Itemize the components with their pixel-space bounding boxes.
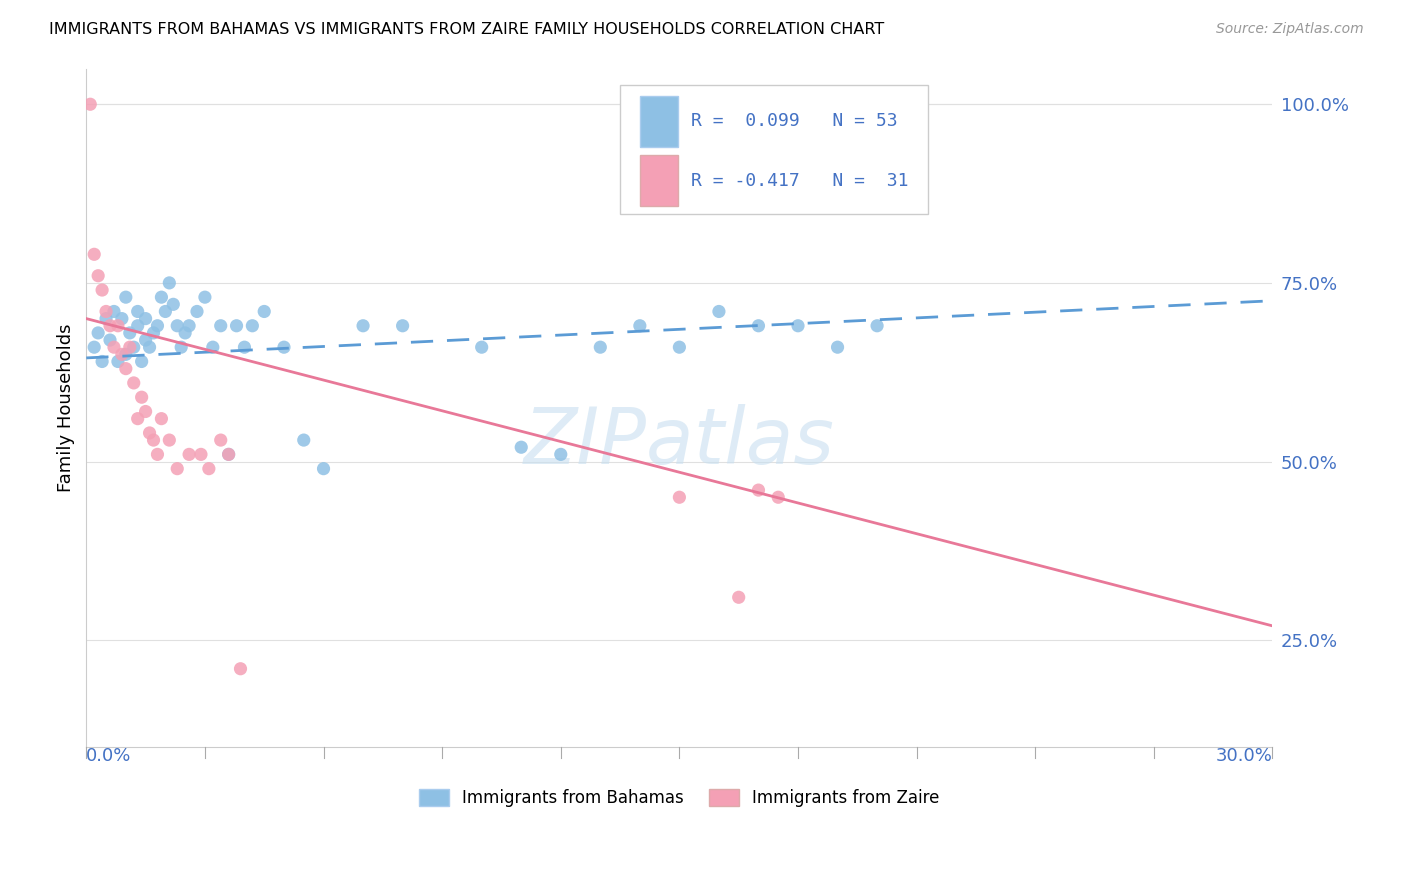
- Point: [391, 318, 413, 333]
- Point: [118, 340, 141, 354]
- Point: [131, 390, 153, 404]
- FancyBboxPatch shape: [620, 86, 928, 214]
- Point: [312, 461, 335, 475]
- Point: [166, 318, 188, 333]
- Point: [229, 662, 252, 676]
- Point: [87, 326, 110, 340]
- Point: [218, 447, 240, 461]
- Point: [131, 354, 153, 368]
- Point: [201, 340, 224, 354]
- Point: [127, 304, 149, 318]
- Point: [122, 376, 145, 390]
- Point: [122, 340, 145, 354]
- Point: [292, 433, 315, 447]
- Point: [233, 340, 256, 354]
- Point: [550, 447, 572, 461]
- Point: [150, 290, 173, 304]
- Text: R =  0.099   N = 53: R = 0.099 N = 53: [692, 112, 898, 130]
- Point: [142, 326, 165, 340]
- Point: [114, 347, 136, 361]
- Point: [118, 326, 141, 340]
- Point: [98, 333, 121, 347]
- Point: [107, 318, 129, 333]
- Point: [747, 318, 769, 333]
- Point: [91, 354, 114, 368]
- Point: [103, 304, 125, 318]
- Point: [166, 461, 188, 475]
- Point: [352, 318, 374, 333]
- Point: [174, 326, 197, 340]
- Point: [87, 268, 110, 283]
- Point: [589, 340, 612, 354]
- Point: [146, 447, 169, 461]
- Point: [146, 318, 169, 333]
- Point: [135, 404, 157, 418]
- Text: Source: ZipAtlas.com: Source: ZipAtlas.com: [1216, 22, 1364, 37]
- Point: [111, 311, 134, 326]
- Point: [94, 304, 117, 318]
- Point: [107, 354, 129, 368]
- Point: [142, 433, 165, 447]
- Point: [127, 318, 149, 333]
- Point: [218, 447, 240, 461]
- Y-axis label: Family Households: Family Households: [58, 324, 75, 492]
- Point: [273, 340, 295, 354]
- Point: [111, 347, 134, 361]
- Point: [157, 433, 180, 447]
- Point: [127, 411, 149, 425]
- Point: [707, 304, 730, 318]
- Point: [747, 483, 769, 497]
- Point: [114, 361, 136, 376]
- Point: [157, 276, 180, 290]
- Point: [209, 433, 232, 447]
- Point: [190, 447, 212, 461]
- Point: [135, 311, 157, 326]
- Point: [727, 591, 749, 605]
- Point: [114, 290, 136, 304]
- Point: [79, 97, 101, 112]
- Text: ZIPatlas: ZIPatlas: [524, 404, 835, 480]
- Point: [94, 311, 117, 326]
- Text: R = -0.417   N =  31: R = -0.417 N = 31: [692, 171, 908, 189]
- Point: [668, 490, 690, 504]
- Point: [866, 318, 889, 333]
- Point: [177, 447, 200, 461]
- Point: [827, 340, 849, 354]
- FancyBboxPatch shape: [640, 155, 678, 206]
- Point: [471, 340, 494, 354]
- Point: [668, 340, 690, 354]
- Point: [628, 318, 651, 333]
- Point: [240, 318, 263, 333]
- Point: [162, 297, 184, 311]
- Point: [103, 340, 125, 354]
- Point: [177, 318, 200, 333]
- Point: [91, 283, 114, 297]
- Point: [768, 490, 790, 504]
- Point: [138, 340, 160, 354]
- Point: [170, 340, 193, 354]
- Point: [209, 318, 232, 333]
- Point: [186, 304, 208, 318]
- Point: [155, 304, 177, 318]
- Point: [83, 247, 105, 261]
- Legend: Immigrants from Bahamas, Immigrants from Zaire: Immigrants from Bahamas, Immigrants from…: [412, 782, 946, 814]
- Point: [150, 411, 173, 425]
- Point: [198, 461, 221, 475]
- Point: [135, 333, 157, 347]
- Point: [138, 425, 160, 440]
- FancyBboxPatch shape: [640, 96, 678, 147]
- Point: [225, 318, 247, 333]
- Point: [510, 440, 533, 454]
- Point: [194, 290, 217, 304]
- Text: 0.0%: 0.0%: [86, 747, 132, 765]
- Point: [98, 318, 121, 333]
- Point: [787, 318, 810, 333]
- Text: 30.0%: 30.0%: [1216, 747, 1272, 765]
- Text: IMMIGRANTS FROM BAHAMAS VS IMMIGRANTS FROM ZAIRE FAMILY HOUSEHOLDS CORRELATION C: IMMIGRANTS FROM BAHAMAS VS IMMIGRANTS FR…: [49, 22, 884, 37]
- Point: [83, 340, 105, 354]
- Point: [253, 304, 276, 318]
